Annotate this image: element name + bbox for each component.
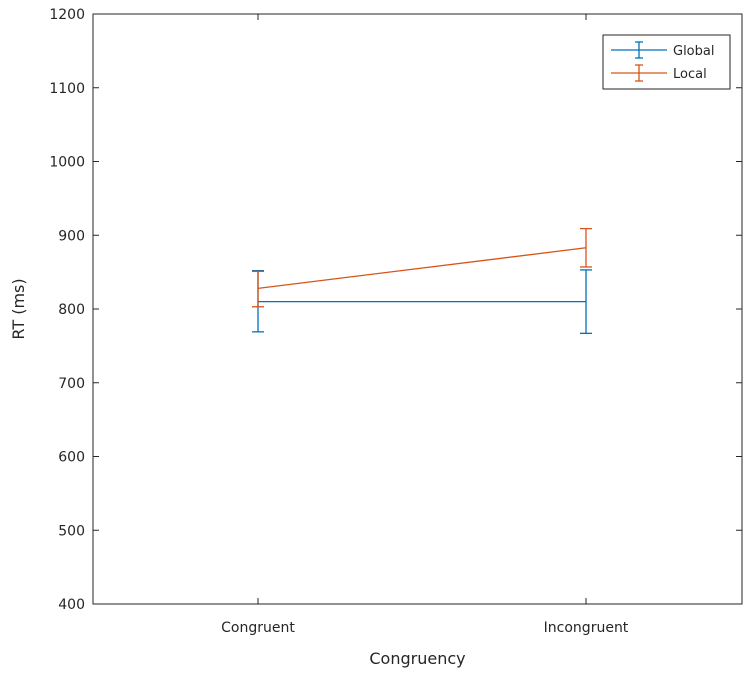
y-tick-label: 600 <box>58 450 85 466</box>
y-tick-label: 500 <box>58 523 85 539</box>
legend-entry-local: Local <box>611 64 707 82</box>
y-axis-title: RT (ms) <box>9 278 28 339</box>
legend-entry-global: Global <box>611 41 714 59</box>
legend-box <box>602 34 731 90</box>
error-bar <box>580 269 592 334</box>
y-tick-label: 1000 <box>49 155 85 171</box>
y-axis: 400 500 600 700 800 900 1000 1100 1200 <box>49 7 742 613</box>
y-tick-label: 400 <box>58 597 85 613</box>
plot-area <box>252 227 592 334</box>
y-tick-label: 700 <box>58 376 85 392</box>
axes-frame <box>92 13 743 605</box>
legend-label: Global <box>673 44 714 59</box>
y-tick-label: 800 <box>58 302 85 318</box>
series-local <box>252 227 592 308</box>
y-tick-label: 900 <box>58 228 85 244</box>
legend: Global Local <box>602 34 731 90</box>
y-tick-label: 1100 <box>49 81 85 97</box>
x-tick-label: Congruent <box>221 620 295 636</box>
axes-box <box>92 13 743 605</box>
y-tick-label: 1200 <box>49 7 85 23</box>
x-axis-title: Congruency <box>369 649 465 668</box>
error-bar <box>580 227 592 268</box>
x-axis: Congruent Incongruent <box>221 14 629 636</box>
error-bar <box>252 270 264 308</box>
series-line <box>257 247 587 289</box>
x-tick-label: Incongruent <box>544 620 629 636</box>
legend-label: Local <box>673 67 707 82</box>
